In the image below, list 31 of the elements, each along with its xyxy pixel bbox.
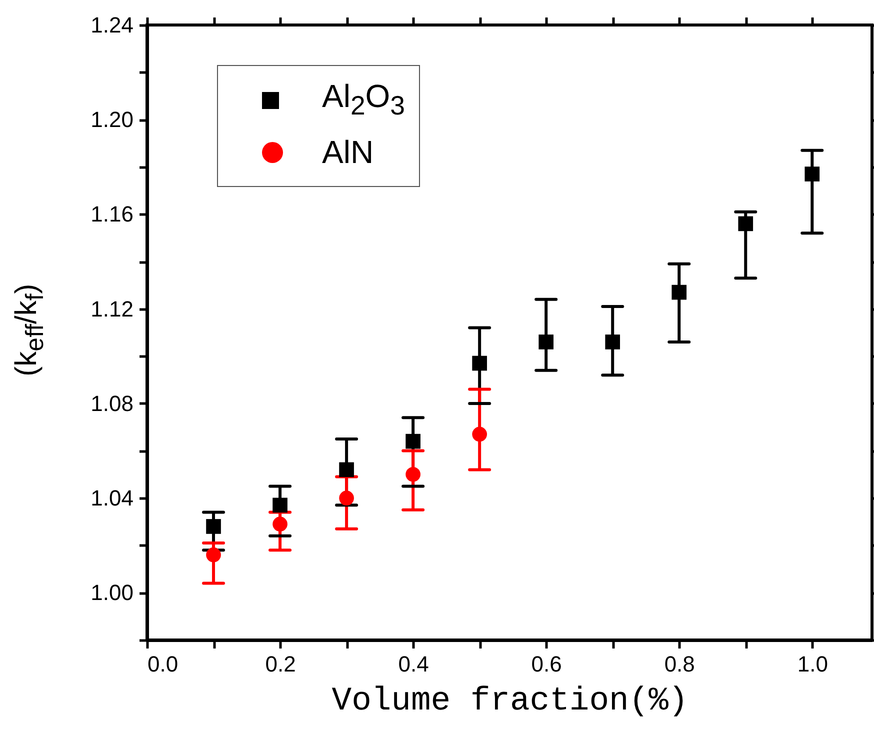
point [472,426,487,442]
y-tick-label: 1.04 [90,486,134,511]
point [406,467,420,482]
y-tick-label: 1.00 [90,580,134,606]
legend-label: Al$_{2}$O$_{3}$ [322,78,405,122]
x-tick-label: 0.2 [265,652,296,676]
point [672,284,687,300]
point [804,166,820,182]
legend-label: AlN [322,134,374,170]
point [206,519,221,534]
point [272,516,288,532]
point [605,334,620,350]
y-tick-label: 1.08 [90,390,134,416]
y-tick-label: 1.12 [90,296,134,322]
y-tick-label: 1.20 [90,107,134,132]
x-tick-label: 0.4 [398,652,429,676]
x-tick-label: 0.8 [664,652,695,676]
point [738,216,754,232]
x-tick-label: 1.0 [797,652,828,676]
x-tick-label: 0.6 [531,652,562,676]
point [339,462,354,478]
x-axis-title: Volume fraction(%) [332,682,688,720]
point [538,334,554,350]
point [206,547,221,562]
point [272,498,288,513]
x-tick-label: 0.0 [148,652,178,676]
y-tick-label: 1.24 [90,12,134,38]
point [406,434,420,449]
y-tick-label: 1.16 [90,202,134,227]
point [472,356,487,371]
point [339,490,354,506]
